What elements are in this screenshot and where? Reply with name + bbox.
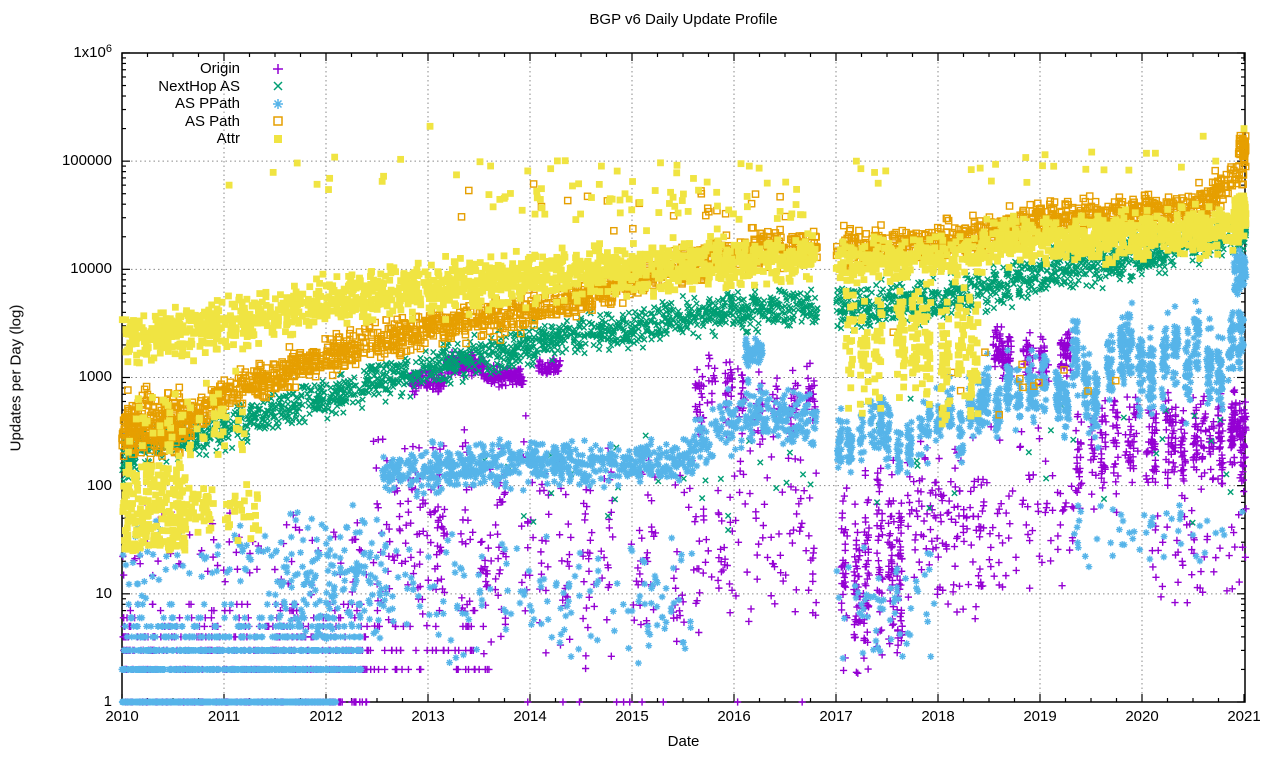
y-tick-label: 1x106	[73, 42, 112, 61]
legend-label: NextHop AS	[158, 77, 240, 95]
legend-item-attr: Attr	[70, 130, 316, 148]
origin-marker-icon	[240, 61, 316, 77]
x-tick-label: 2014	[513, 708, 547, 725]
x-tick-label: 2015	[615, 708, 649, 725]
x-tick-label: 2021	[1227, 708, 1261, 725]
x-tick-label: 2013	[411, 708, 445, 725]
legend-label: Origin	[199, 60, 240, 78]
as-ppath-marker-icon	[240, 96, 316, 112]
chart-title: BGP v6 Daily Update Profile	[589, 11, 778, 28]
x-tick-label: 2011	[207, 708, 241, 725]
x-tick-label: 2019	[1023, 708, 1057, 725]
legend-label: Attr	[216, 130, 240, 148]
legend-item-origin: Origin	[70, 60, 316, 78]
legend-label: AS Path	[184, 112, 240, 130]
attr-marker-icon	[240, 131, 316, 147]
x-tick-label: 2016	[717, 708, 751, 725]
x-tick-label: 2020	[1125, 708, 1159, 725]
x-tick-label: 2010	[105, 708, 139, 725]
x-axis-title: Date	[667, 733, 700, 750]
legend-item-as-path: AS Path	[70, 113, 316, 131]
as-path-marker-icon	[240, 113, 316, 129]
legend-item-nexthop-as: NextHop AS	[70, 78, 316, 96]
y-tick-label: 1	[103, 693, 112, 710]
y-tick-label: 100	[86, 476, 112, 494]
y-tick-label: 10000	[70, 260, 112, 278]
legend: Origin NextHop AS AS PPath AS Path Attr	[70, 60, 316, 148]
x-tick-label: 2018	[921, 708, 955, 725]
legend-item-as-ppath: AS PPath	[70, 95, 316, 113]
y-tick-label: 1000	[78, 368, 112, 386]
legend-label: AS PPath	[174, 95, 240, 113]
x-tick-label: 2017	[819, 708, 853, 725]
x-tick-label: 2012	[309, 708, 343, 725]
y-tick-label: 100000	[61, 152, 112, 170]
y-tick-label: 10	[95, 584, 112, 602]
nexthop-as-marker-icon	[240, 78, 316, 94]
